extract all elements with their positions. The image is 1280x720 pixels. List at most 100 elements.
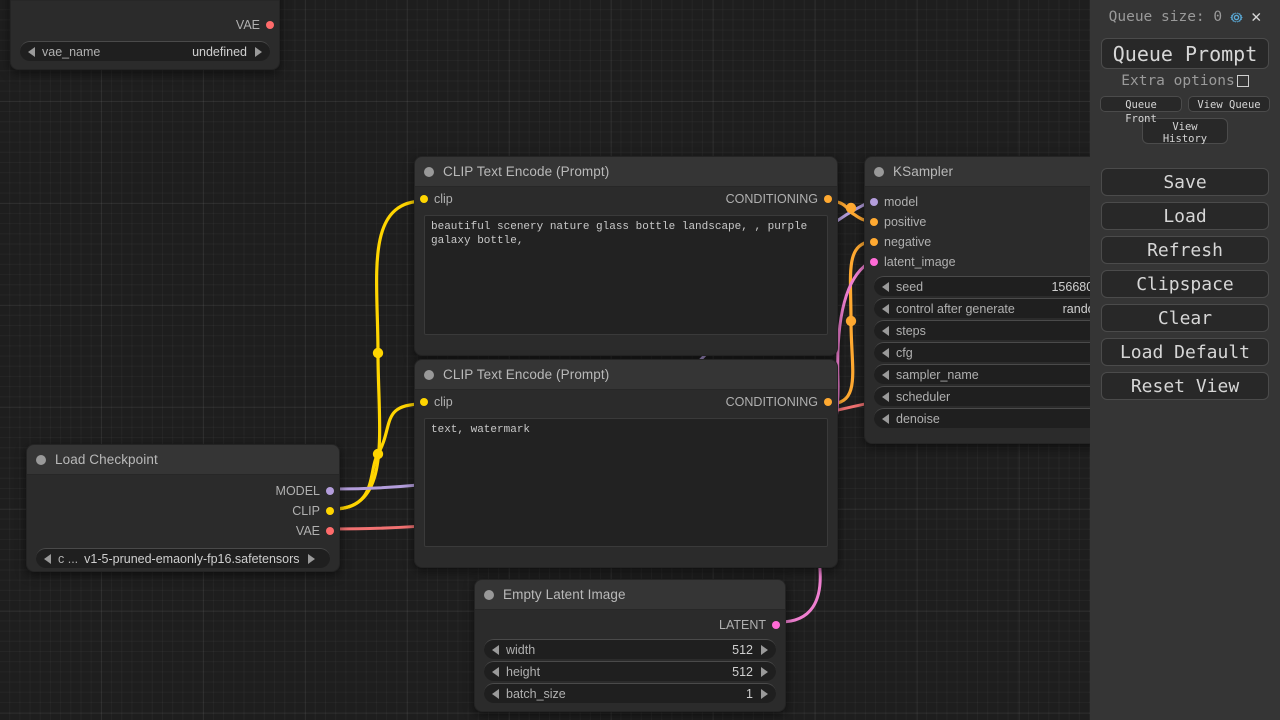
widget-batch-size[interactable]: batch_size 1 (484, 683, 776, 703)
chevron-right-icon[interactable] (307, 553, 315, 564)
extra-options-row[interactable]: Extra options (1090, 69, 1280, 93)
wire-dot-cond-positive (845, 202, 857, 214)
input-slot-positive[interactable]: positive (865, 212, 1090, 232)
chevron-left-icon[interactable] (44, 553, 51, 564)
node-vae-loader[interactable]: VAE vae_name undefined (10, 0, 280, 70)
view-history-button[interactable]: View History (1142, 118, 1228, 145)
output-slot-clip[interactable]: CLIP (27, 501, 339, 521)
load-button[interactable]: Load (1101, 202, 1269, 230)
queue-prompt-button[interactable]: Queue Prompt (1101, 38, 1269, 69)
output-slot-model[interactable]: MODEL (27, 481, 339, 501)
node-ksampler-body: model positive negative latent_image see… (865, 187, 1090, 428)
extra-options-checkbox[interactable] (1236, 75, 1249, 87)
output-dot-vae[interactable] (266, 21, 274, 29)
input-slot-latent-image[interactable]: latent_image (865, 252, 1090, 272)
collapse-dot-icon[interactable] (424, 166, 434, 177)
widget-control-after-generate[interactable]: control after generate randomize (874, 298, 1090, 318)
node-load-checkpoint-header[interactable]: Load Checkpoint (27, 445, 339, 475)
input-slot-clip[interactable]: clip (415, 189, 453, 209)
input-label-negative: negative (884, 235, 932, 249)
refresh-button[interactable]: Refresh (1101, 236, 1269, 264)
widget-steps[interactable]: steps (874, 320, 1090, 340)
input-dot-clip[interactable] (420, 195, 428, 203)
widget-seed[interactable]: seed 1566802087 (874, 276, 1090, 296)
input-dot-clip[interactable] (420, 398, 428, 406)
chevron-right-icon[interactable] (255, 46, 262, 57)
widget-cfg[interactable]: cfg (874, 342, 1090, 362)
clear-button[interactable]: Clear (1101, 304, 1269, 332)
view-queue-button[interactable]: View Queue (1188, 96, 1270, 112)
collapse-dot-icon[interactable] (874, 166, 884, 177)
output-slot-vae[interactable]: VAE (11, 15, 279, 35)
node-clip-negative-header[interactable]: CLIP Text Encode (Prompt) (415, 360, 837, 390)
close-icon[interactable]: ✕ (1251, 6, 1262, 27)
output-dot-model[interactable] (326, 487, 334, 495)
chevron-left-icon[interactable] (492, 666, 499, 677)
output-dot-conditioning[interactable] (824, 195, 832, 203)
output-dot-conditioning[interactable] (824, 398, 832, 406)
prompt-textarea-negative[interactable]: text, watermark (424, 418, 828, 547)
chevron-left-icon[interactable] (882, 391, 889, 402)
output-slot-vae[interactable]: VAE (27, 521, 339, 541)
widget-vae-name[interactable]: vae_name undefined (20, 41, 270, 61)
output-dot-vae[interactable] (326, 527, 334, 535)
widget-height[interactable]: height 512 (484, 661, 776, 681)
collapse-dot-icon[interactable] (36, 454, 46, 465)
input-slot-negative[interactable]: negative (865, 232, 1090, 252)
input-label-positive: positive (884, 215, 927, 229)
node-ksampler-header[interactable]: KSampler (865, 157, 1090, 187)
prompt-textarea-positive[interactable]: beautiful scenery nature glass bottle la… (424, 215, 828, 335)
input-dot-latent-image[interactable] (870, 258, 878, 266)
load-default-button[interactable]: Load Default (1101, 338, 1269, 366)
gear-icon[interactable] (1228, 9, 1245, 26)
chevron-left-icon[interactable] (492, 688, 499, 699)
input-slot-clip[interactable]: clip (415, 392, 453, 412)
collapse-dot-icon[interactable] (424, 369, 434, 380)
input-dot-positive[interactable] (870, 218, 878, 226)
output-dot-latent[interactable] (772, 621, 780, 629)
widget-denoise[interactable]: denoise (874, 408, 1090, 428)
node-ksampler[interactable]: KSampler model positive negative latent (864, 156, 1090, 444)
chevron-right-icon[interactable] (761, 688, 768, 699)
node-clip-positive-header[interactable]: CLIP Text Encode (Prompt) (415, 157, 837, 187)
node-vae-loader-header[interactable] (11, 0, 279, 1)
clipspace-button[interactable]: Clipspace (1101, 270, 1269, 298)
chevron-left-icon[interactable] (28, 46, 35, 57)
chevron-left-icon[interactable] (882, 413, 889, 424)
node-vae-loader-body: VAE vae_name undefined (11, 1, 279, 61)
reset-view-button[interactable]: Reset View (1101, 372, 1269, 400)
widget-width[interactable]: width 512 (484, 639, 776, 659)
node-clip-text-encode-positive[interactable]: CLIP Text Encode (Prompt) clip CONDITION… (414, 156, 838, 356)
node-empty-latent-header[interactable]: Empty Latent Image (475, 580, 785, 610)
chevron-right-icon[interactable] (761, 644, 768, 655)
chevron-right-icon[interactable] (761, 666, 768, 677)
widget-sampler-name[interactable]: sampler_name (874, 364, 1090, 384)
collapse-dot-icon[interactable] (484, 589, 494, 600)
node-load-checkpoint-body: MODEL CLIP VAE c ... v1-5-pruned-emaonly… (27, 475, 339, 568)
chevron-left-icon[interactable] (882, 281, 889, 292)
input-dot-negative[interactable] (870, 238, 878, 246)
node-load-checkpoint[interactable]: Load Checkpoint MODEL CLIP VAE c ... (26, 444, 340, 572)
wire-dot-clip-positive (372, 347, 384, 359)
chevron-left-icon[interactable] (882, 347, 889, 358)
queue-front-button[interactable]: Queue Front (1100, 96, 1182, 125)
node-empty-latent-body: LATENT width 512 height 512 ba (475, 610, 785, 703)
node-clip-text-encode-negative[interactable]: CLIP Text Encode (Prompt) clip CONDITION… (414, 359, 838, 568)
chevron-left-icon[interactable] (492, 644, 499, 655)
output-slot-conditioning[interactable]: CONDITIONING (726, 189, 837, 209)
input-dot-model[interactable] (870, 198, 878, 206)
graph-canvas[interactable]: VAE vae_name undefined CLIP Text Encode … (0, 0, 1090, 720)
output-slot-conditioning[interactable]: CONDITIONING (726, 392, 837, 412)
widget-scheduler[interactable]: scheduler (874, 386, 1090, 406)
widget-ckpt-name[interactable]: c ... v1-5-pruned-emaonly-fp16.safetenso… (36, 548, 330, 568)
widget-seed-label: seed (896, 279, 924, 294)
input-slot-model[interactable]: model (865, 192, 1090, 212)
chevron-left-icon[interactable] (882, 303, 889, 314)
output-slot-latent[interactable]: LATENT (475, 615, 785, 635)
widget-width-value: 512 (732, 642, 753, 657)
chevron-left-icon[interactable] (882, 369, 889, 380)
output-dot-clip[interactable] (326, 507, 334, 515)
chevron-left-icon[interactable] (882, 325, 889, 336)
save-button[interactable]: Save (1101, 168, 1269, 196)
node-empty-latent-image[interactable]: Empty Latent Image LATENT width 512 heig… (474, 579, 786, 712)
